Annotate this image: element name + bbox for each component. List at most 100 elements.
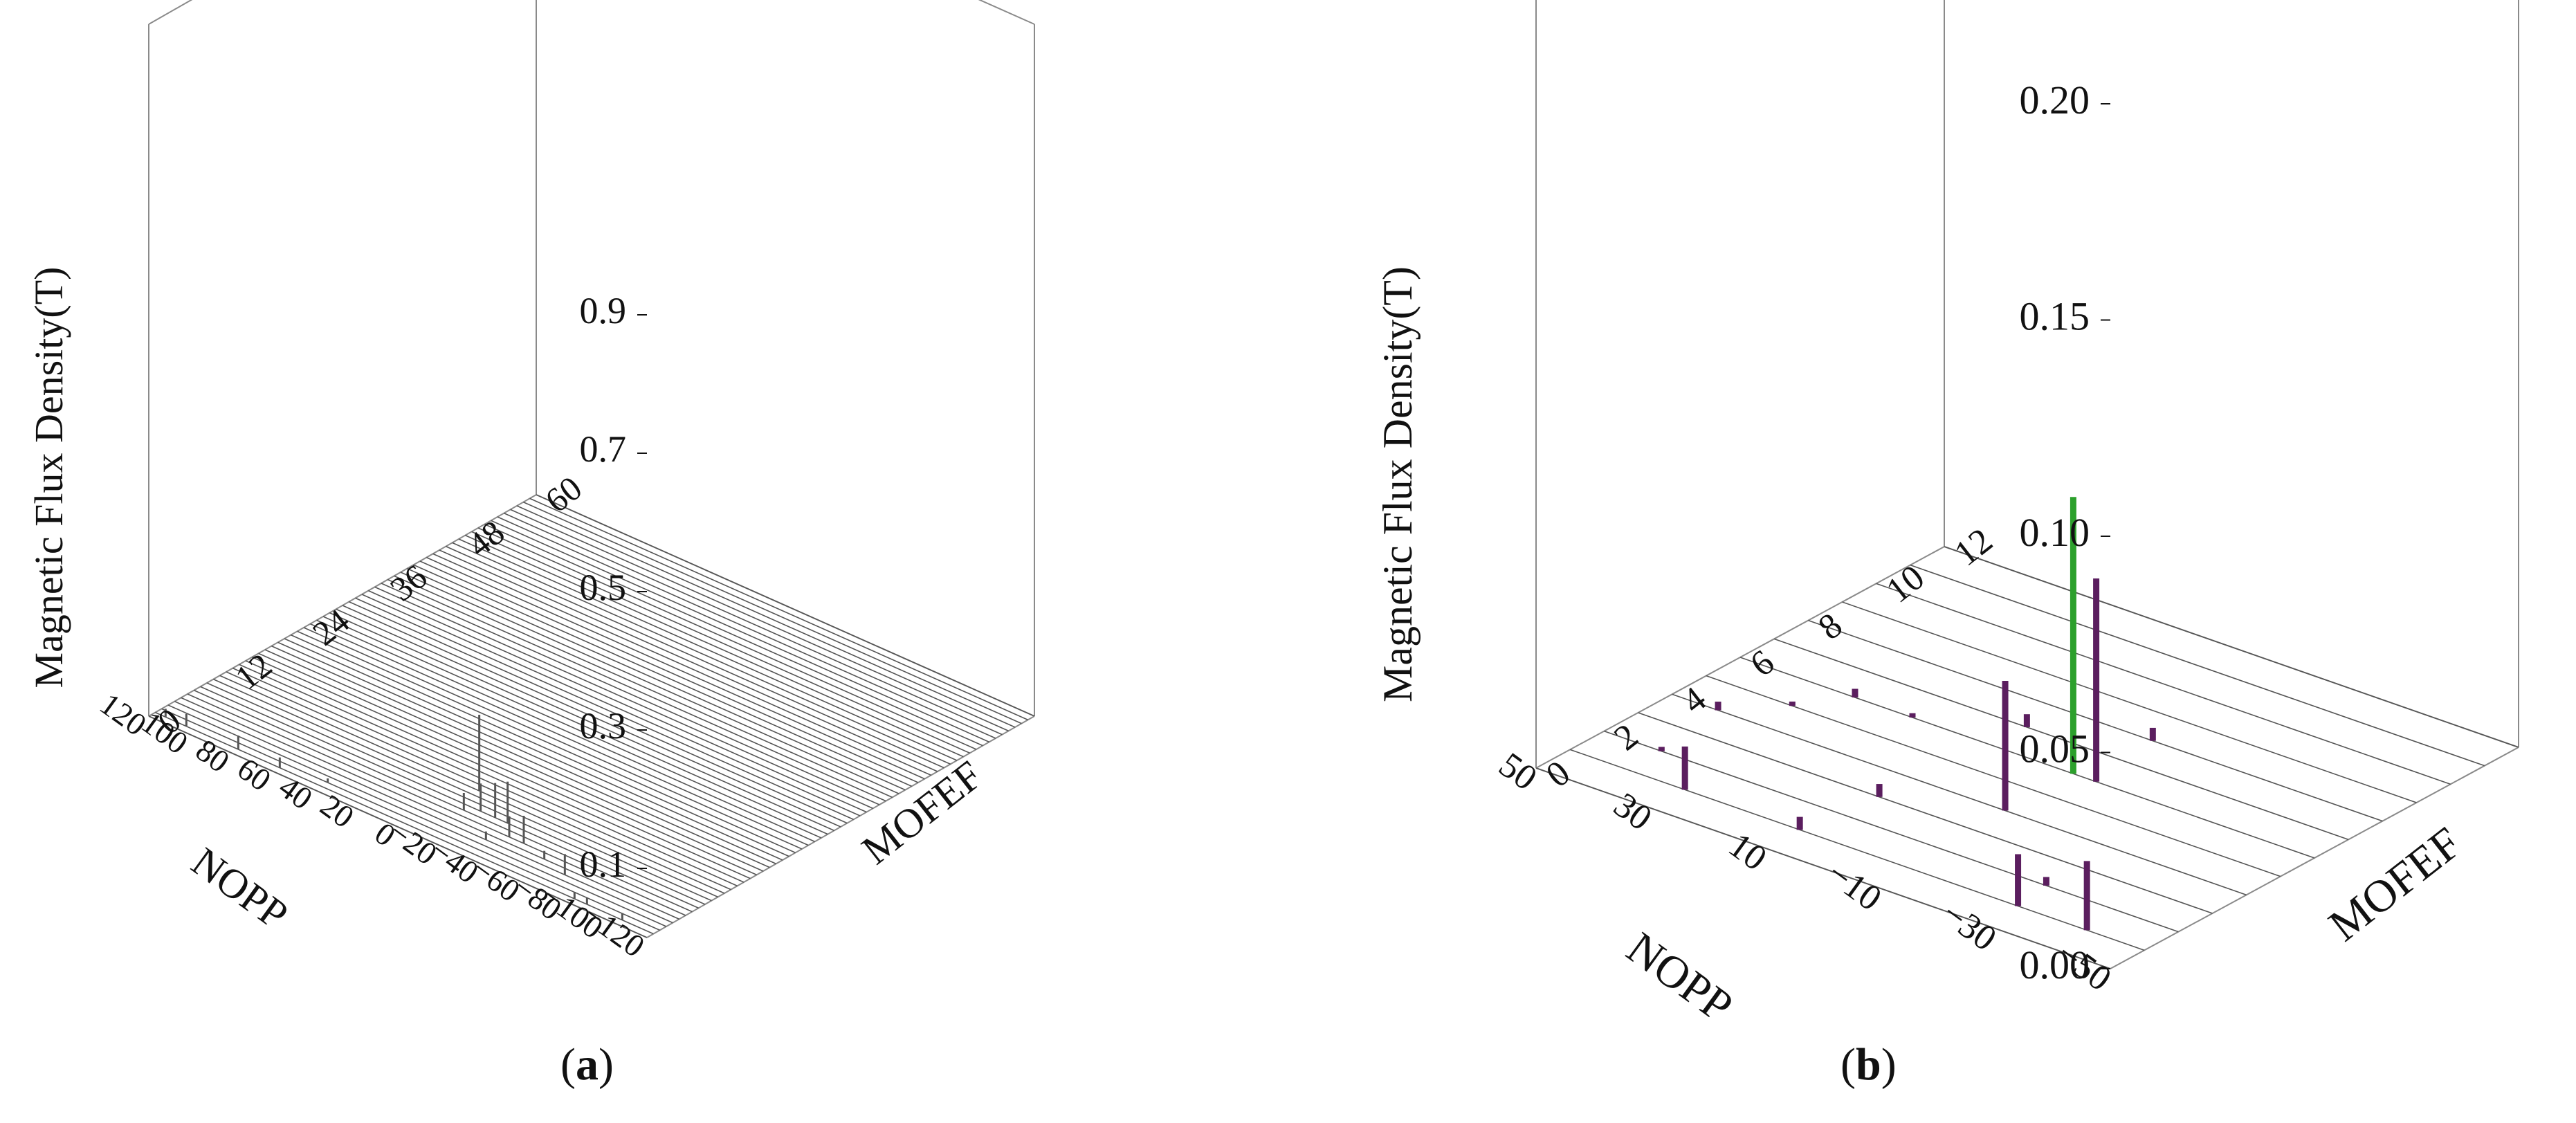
panel-a-floor-line [277, 641, 776, 865]
panel-a-floor-line [446, 545, 944, 769]
panel-a-floor-line [219, 675, 718, 898]
panel-b-x-tick-label: −10 [1820, 854, 1888, 919]
panel-a-floor-line [510, 509, 1009, 732]
panel-a-floor-line [529, 497, 1028, 721]
panel-a-floor-line [361, 594, 861, 816]
panel-a-caption-letter: a [576, 1039, 599, 1090]
panel-a-caption-paren: ( [560, 1039, 576, 1090]
panel-a-floor-line [381, 583, 880, 805]
panel-b-floor-line [1910, 564, 2485, 767]
panel-b-z-ticks: 0.00 0.05 0.10 0.15 0.20 [2020, 77, 2110, 987]
panel-a-z-tick-label: 0.5 [580, 567, 627, 608]
panel-a-floor-line [439, 549, 938, 772]
panel-b-floor-line [1604, 730, 2179, 933]
panel-a-floor-line [516, 505, 1016, 728]
panel-a-floor-line [368, 590, 867, 813]
panel-b-x-axis-title: NOPP [1618, 922, 1742, 1032]
panel-a-caption-paren: ) [599, 1039, 614, 1090]
panel-a-floor-line [161, 708, 660, 931]
panel-b-caption: (b) [1840, 1039, 1897, 1090]
panel-b-z-tick-label: 0.05 [2020, 727, 2090, 772]
panel-a-floor [148, 494, 1035, 938]
panel-a-floor-line [200, 686, 699, 909]
panel-a-floor-line [310, 623, 809, 846]
panel-b-floor [1535, 546, 2519, 969]
panel-b-floor-line [1569, 749, 2145, 951]
panel-a-floor-line [432, 553, 931, 776]
panel-b-z-axis-title: Magnetic Flux Density(T) [1375, 266, 1421, 702]
panel-a-floor-line [342, 605, 841, 828]
panel-a-floor-line [329, 612, 828, 835]
panel-a-floor-line [252, 656, 751, 879]
panel-a-floor-line [264, 649, 764, 872]
panel-b-bars [1658, 497, 2156, 931]
panel-a-floor-line [316, 619, 815, 843]
panel-a-frame-edge [148, 0, 193, 25]
panel-a-floor-line [213, 678, 712, 902]
panel-a-floor-line [206, 682, 706, 905]
panel-b-y-tick-label: 10 [1879, 558, 1932, 611]
panel-a-floor-line [297, 630, 796, 854]
panel-a-floor-line [284, 638, 783, 861]
panel-a-floor-line [245, 660, 745, 883]
panel-a-z-tick-label: 0.9 [580, 290, 627, 331]
panel-a-floor-line [523, 501, 1022, 724]
panel-a-floor-line [465, 534, 964, 758]
panel-b-z-tick-label: 0.15 [2020, 294, 2090, 339]
panel-a-floor-line [504, 512, 1003, 736]
panel-a-floor-line [303, 627, 803, 850]
panel-a-floor-line [484, 523, 983, 747]
panel-a-floor-line [181, 697, 679, 920]
panel-a-z-axis-title: Magnetic Flux Density(T) [26, 267, 71, 688]
panel-b-y-tick-label: 8 [1811, 605, 1850, 648]
panel-a-floor-line [477, 527, 977, 750]
panel-b-floor-line [1535, 767, 2111, 969]
panel-b-caption-letter: b [1856, 1039, 1881, 1090]
panel-b-y-tick-label: 4 [1675, 679, 1714, 722]
panel-a-floor-line [458, 538, 958, 761]
panel-a-floor-line [174, 700, 673, 924]
panel-a-floor-line [167, 704, 667, 927]
panel-b-y-tick-label: 2 [1607, 716, 1646, 758]
panel-a-floor-line [536, 494, 1035, 717]
panel-a-floor-line [413, 564, 912, 787]
panel-a-z-tick-label: 0.3 [580, 705, 627, 747]
panel-a-floor-line [355, 597, 854, 821]
panel-a-floor-line [400, 572, 899, 794]
panel-b-z-tick-label: 0.00 [2020, 942, 2090, 987]
panel-a-floor-line [226, 671, 725, 894]
panel-a-floor-line [239, 664, 738, 887]
panel-b-y-tick-label: 6 [1743, 643, 1782, 685]
panel-b-y-tick-label: 12 [1947, 521, 2000, 574]
panel-b-floor-line [1876, 583, 2451, 785]
panel-a-floor-line [258, 652, 757, 876]
panel-a-floor-line [271, 645, 770, 868]
panel-a-floor-line [336, 608, 834, 832]
panel-b-x-tick-label: 10 [1721, 825, 1774, 879]
panel-b-floor-line [1672, 693, 2247, 896]
panel-a-bars [164, 709, 623, 920]
panel-a-floor-line [322, 616, 822, 839]
panel-a-frame-edge [978, 0, 1035, 25]
panel-a-floor-line [187, 693, 686, 916]
panel-b-x-tick-label: 30 [1607, 785, 1659, 839]
panel-b-y-tick-label: 0 [1539, 754, 1578, 796]
panel-a-floor-line [232, 667, 731, 891]
panel-b-floor-line [1739, 657, 2315, 859]
panel-a-floor-line [374, 586, 873, 810]
panel-a-floor-line [148, 715, 648, 938]
panel-b-floor-line [1638, 712, 2213, 914]
panel-a-z-tick-label: 0.1 [580, 843, 627, 885]
panel-a-floor-line [426, 556, 925, 780]
panel-a: 0.10.30.50.70.9 −120−100−80−60−40−200204… [26, 0, 1035, 1090]
panel-a-z-tick-label: 0.7 [580, 428, 627, 470]
panel-a-floor-line [452, 542, 951, 765]
panel-a-floor-line [291, 634, 789, 857]
panel-a-floor-line [497, 516, 996, 739]
panel-a-floor-line [471, 531, 970, 754]
panel-a-floor-line [407, 567, 906, 791]
panel-b-x-tick-label: −30 [1935, 894, 2003, 959]
panel-b-floor-line [1842, 601, 2417, 803]
